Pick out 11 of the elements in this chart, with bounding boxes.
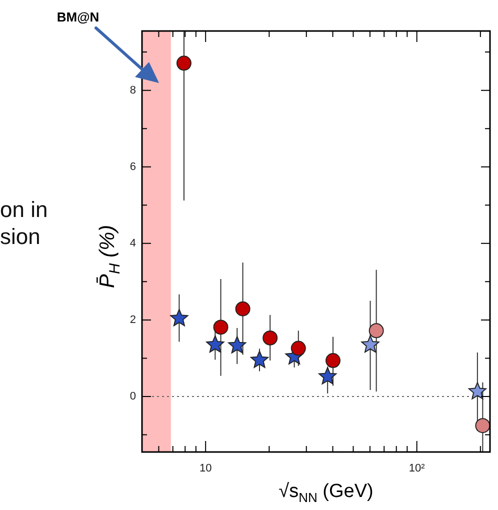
y-tick-label: 6 (130, 160, 136, 173)
y-tick-label: 0 (130, 390, 136, 403)
text: sion (0, 224, 40, 250)
y-tick-label: 2 (130, 314, 136, 326)
y-tick-label: 8 (130, 84, 136, 96)
x-tick-label: 10 (199, 462, 212, 475)
x-tick-label: 10² (408, 462, 426, 475)
y-axis-title: P̄H (%) (96, 224, 124, 288)
text: on in (0, 197, 48, 222)
text: BM@N (56, 10, 100, 25)
y-tick-label: 4 (130, 237, 136, 250)
